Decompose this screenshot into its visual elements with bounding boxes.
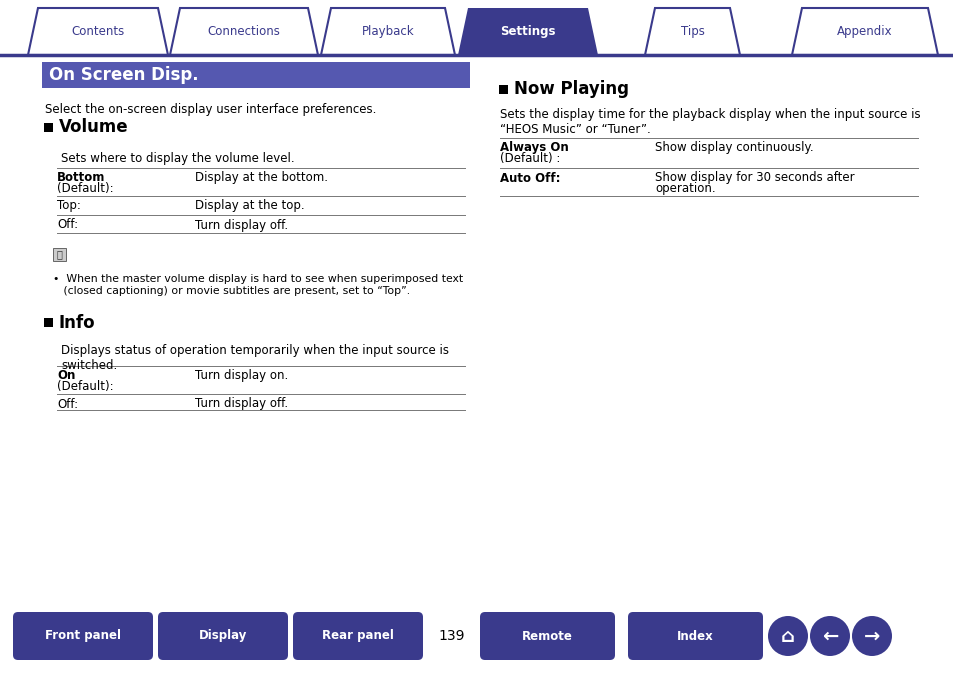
Text: On Screen Disp.: On Screen Disp. bbox=[49, 66, 198, 84]
FancyBboxPatch shape bbox=[158, 612, 288, 660]
Text: Contents: Contents bbox=[71, 25, 125, 38]
Text: Tips: Tips bbox=[679, 25, 703, 38]
Polygon shape bbox=[320, 8, 455, 55]
FancyBboxPatch shape bbox=[479, 612, 615, 660]
Text: Playback: Playback bbox=[361, 25, 414, 38]
Polygon shape bbox=[28, 8, 168, 55]
Text: Show display continuously.: Show display continuously. bbox=[655, 141, 813, 155]
Text: Rear panel: Rear panel bbox=[322, 629, 394, 643]
Text: →: → bbox=[862, 627, 880, 645]
FancyBboxPatch shape bbox=[293, 612, 422, 660]
Circle shape bbox=[767, 616, 807, 656]
Text: ⌂: ⌂ bbox=[781, 627, 794, 645]
Text: 🖉: 🖉 bbox=[56, 250, 62, 260]
Text: Display: Display bbox=[198, 629, 247, 643]
Bar bbox=[498, 85, 507, 94]
Text: Sets where to display the volume level.: Sets where to display the volume level. bbox=[61, 152, 294, 165]
Bar bbox=[44, 318, 53, 327]
Text: Front panel: Front panel bbox=[45, 629, 121, 643]
Text: Index: Index bbox=[677, 629, 713, 643]
Text: Top:: Top: bbox=[57, 199, 81, 213]
FancyBboxPatch shape bbox=[627, 612, 762, 660]
Text: Auto Off:: Auto Off: bbox=[499, 172, 560, 184]
Text: Off:: Off: bbox=[57, 398, 78, 411]
Text: Off:: Off: bbox=[57, 219, 78, 232]
Text: On: On bbox=[57, 369, 75, 382]
Text: Sets the display time for the playback display when the input source is
“HEOS Mu: Sets the display time for the playback d… bbox=[499, 108, 920, 136]
Text: Appendix: Appendix bbox=[837, 25, 892, 38]
Text: Select the on-screen display user interface preferences.: Select the on-screen display user interf… bbox=[45, 103, 376, 116]
Text: Volume: Volume bbox=[59, 118, 129, 137]
Polygon shape bbox=[457, 8, 598, 55]
Text: Now Playing: Now Playing bbox=[514, 81, 628, 98]
Polygon shape bbox=[791, 8, 937, 55]
Polygon shape bbox=[170, 8, 317, 55]
Text: Connections: Connections bbox=[208, 25, 280, 38]
Text: Display at the bottom.: Display at the bottom. bbox=[194, 172, 328, 184]
Text: Bottom: Bottom bbox=[57, 171, 105, 184]
Text: (Default) :: (Default) : bbox=[499, 152, 559, 165]
Text: Turn display off.: Turn display off. bbox=[194, 398, 288, 411]
Text: Turn display on.: Turn display on. bbox=[194, 369, 288, 382]
Text: Always On: Always On bbox=[499, 141, 568, 154]
Text: Remote: Remote bbox=[521, 629, 573, 643]
FancyBboxPatch shape bbox=[13, 612, 152, 660]
Text: Info: Info bbox=[59, 314, 95, 332]
Text: Settings: Settings bbox=[499, 25, 556, 38]
Bar bbox=[44, 123, 53, 132]
Text: (Default):: (Default): bbox=[57, 182, 113, 195]
Text: Displays status of operation temporarily when the input source is
switched.: Displays status of operation temporarily… bbox=[61, 344, 449, 372]
Text: 139: 139 bbox=[438, 629, 465, 643]
Bar bbox=[53, 248, 66, 261]
Circle shape bbox=[809, 616, 849, 656]
Circle shape bbox=[851, 616, 891, 656]
Text: •  When the master volume display is hard to see when superimposed text
   (clos: • When the master volume display is hard… bbox=[53, 274, 462, 295]
Text: Turn display off.: Turn display off. bbox=[194, 219, 288, 232]
Text: (Default):: (Default): bbox=[57, 380, 113, 393]
Text: ←: ← bbox=[821, 627, 838, 645]
Text: operation.: operation. bbox=[655, 182, 715, 195]
Text: Display at the top.: Display at the top. bbox=[194, 199, 304, 213]
FancyBboxPatch shape bbox=[42, 62, 470, 88]
Text: Show display for 30 seconds after: Show display for 30 seconds after bbox=[655, 171, 854, 184]
Polygon shape bbox=[644, 8, 740, 55]
